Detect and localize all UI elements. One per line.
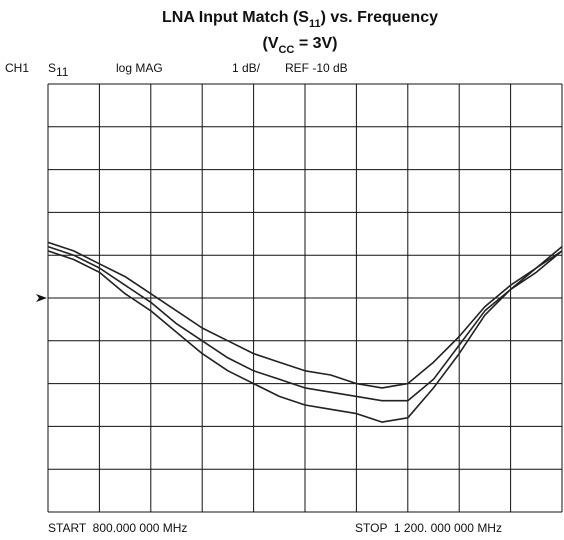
param-subscript: 11	[56, 65, 69, 79]
format-label: log MAG	[116, 61, 163, 75]
param-part: S	[48, 61, 56, 75]
start-label: START 800.000 000 MHz	[48, 521, 187, 535]
title-part: LNA Input Match (S	[162, 9, 309, 26]
stop-label: STOP 1 200. 000 000 MHz	[355, 521, 502, 535]
trace	[47, 250, 563, 423]
trace	[47, 241, 563, 389]
title-subscript: 11	[309, 18, 321, 30]
chart-title: LNA Input Match (S11) vs. Frequency	[162, 9, 438, 30]
chart-subtitle: (VCC = 3V)	[262, 35, 337, 56]
title-part: ) vs. Frequency	[321, 9, 438, 26]
subtitle-subscript: CC	[278, 44, 294, 56]
channel-label: CH1	[5, 61, 29, 75]
param-label: S11	[48, 61, 69, 79]
trace	[47, 245, 563, 402]
ref-marker	[36, 294, 47, 302]
scale-label: 1 dB/	[232, 61, 261, 75]
subtitle-part: (V	[262, 35, 278, 52]
subtitle-part: = 3V)	[294, 35, 337, 52]
ref-label: REF -10 dB	[285, 61, 348, 75]
